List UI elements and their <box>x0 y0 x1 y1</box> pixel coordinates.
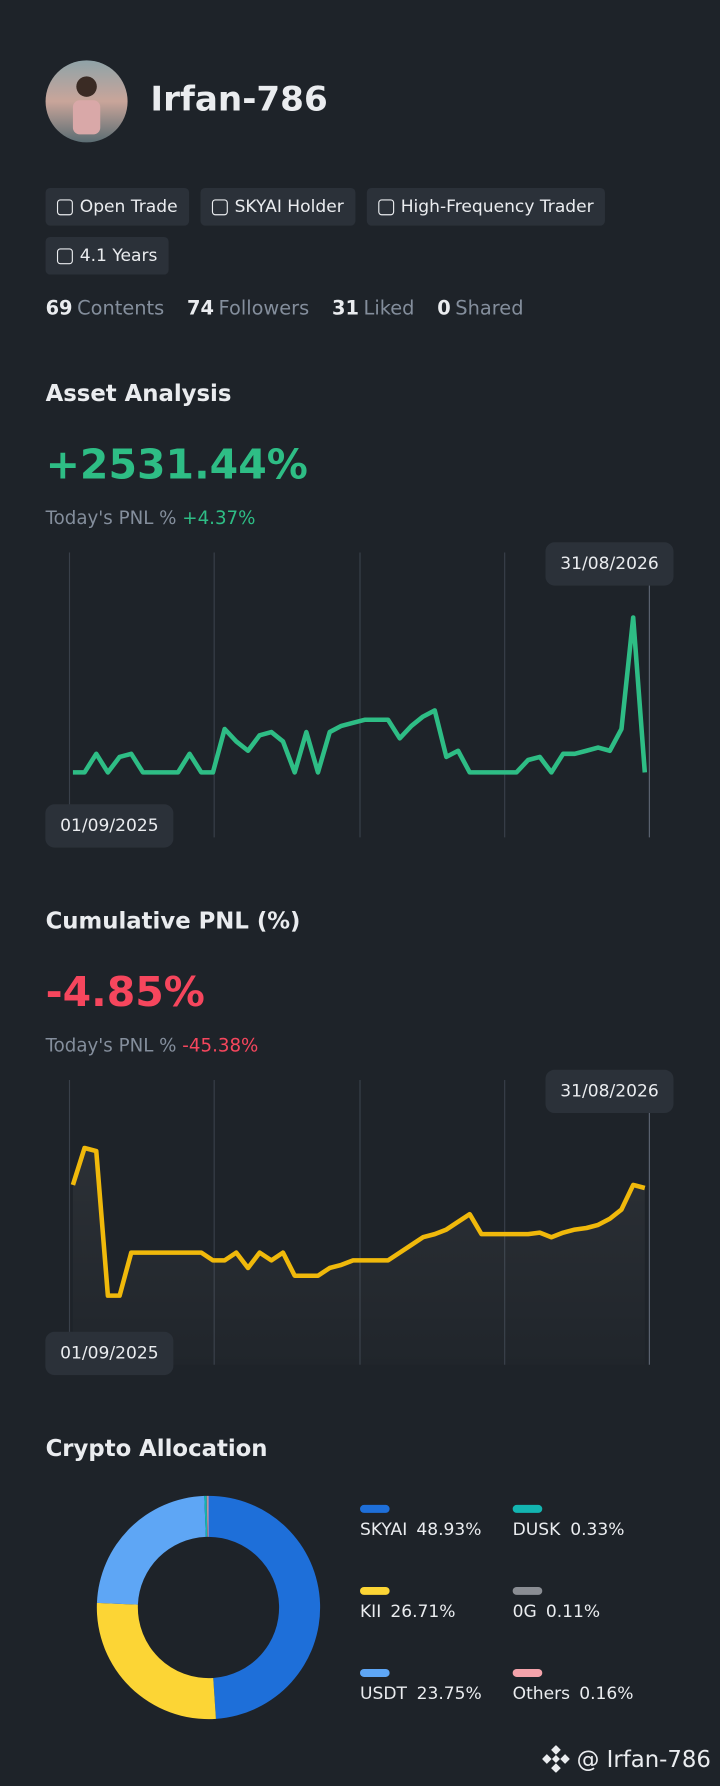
today-label: Today's PNL % <box>45 1034 177 1057</box>
donut-slice <box>96 1602 216 1720</box>
area <box>72 1148 645 1365</box>
headline-value: -4.85% <box>45 969 205 1017</box>
donut-slice <box>206 1495 208 1537</box>
legend-value: 0.16% <box>579 1684 633 1704</box>
today-label: Today's PNL % <box>45 506 177 529</box>
donut-slice <box>207 1495 209 1537</box>
tag-text: SKYAI Holder <box>234 195 344 217</box>
legend-label: DUSK <box>513 1520 561 1540</box>
tag-text: 4.1 Years <box>79 244 158 266</box>
legend-value: 0.33% <box>570 1520 624 1540</box>
legend-value: 26.71% <box>390 1602 455 1622</box>
legend-label: 0G <box>513 1602 537 1622</box>
legend-value: 0.11% <box>546 1602 600 1622</box>
tag-text: Open Trade <box>79 195 178 217</box>
user-name: Irfan-786 <box>150 79 328 120</box>
date-label: 31/08/2026 <box>560 554 658 574</box>
tag-list: Open Trade SKYAI Holder High-Frequency Tra… <box>45 187 638 275</box>
section-title: Crypto Allocation <box>45 1434 268 1462</box>
legend-value: 23.75% <box>417 1684 482 1704</box>
legend-label: KII <box>360 1602 381 1622</box>
legend-label: Others <box>513 1684 570 1704</box>
section-title: Cumulative PNL (%) <box>45 906 301 935</box>
tag[interactable]: High-Frequency Trader <box>366 187 606 226</box>
tag-text: High-Frequency Trader <box>400 195 594 217</box>
stat-label: Followers <box>218 297 310 321</box>
footer-handle: @ Irfan-786 <box>576 1745 711 1773</box>
today-value: -45.38% <box>182 1034 259 1057</box>
logo <box>542 1745 570 1773</box>
today-value: +4.37% <box>182 506 256 529</box>
tag-icon <box>56 247 73 264</box>
headline-value: +2531.44% <box>45 442 308 489</box>
date-label: 01/09/2025 <box>60 816 158 836</box>
section-title: Asset Analysis <box>45 379 232 407</box>
stat-label: Contents <box>77 297 165 321</box>
line <box>70 1145 646 1298</box>
legend-label: USDT <box>360 1684 407 1704</box>
tag-icon <box>211 198 228 215</box>
donut-slice <box>204 1495 208 1537</box>
stat-count: 0 <box>437 297 451 321</box>
legend-swatch <box>359 1504 390 1513</box>
tag[interactable]: SKYAI Holder <box>200 187 356 226</box>
legend-swatch <box>359 1668 390 1677</box>
stat-count: 31 <box>332 297 360 321</box>
date-pill <box>545 542 674 586</box>
stats: 69 Contents 74 Followers 31 Liked 0 Shared <box>46 297 524 320</box>
tag-icon <box>56 198 73 215</box>
legend-swatch <box>512 1586 543 1595</box>
stat-count: 74 <box>186 297 214 321</box>
date-pill <box>45 804 174 848</box>
date-label: 31/08/2026 <box>560 1081 658 1101</box>
stat[interactable]: 31 Liked <box>332 297 414 320</box>
legend-value: 48.93% <box>416 1520 481 1540</box>
date-label: 01/09/2025 <box>60 1343 158 1363</box>
tag-icon <box>377 198 394 215</box>
date-pill <box>45 1331 174 1376</box>
tag[interactable]: 4.1 Years <box>45 236 169 275</box>
today-pnl: Today's PNL % -45.38% <box>46 1034 259 1056</box>
stat[interactable]: 69 Contents <box>46 297 165 320</box>
stat[interactable]: 0 Shared <box>437 297 523 320</box>
legend-label: SKYAI <box>360 1520 407 1540</box>
today-pnl: Today's PNL % +4.37% <box>46 507 256 529</box>
stat-label: Shared <box>455 297 524 321</box>
date-pill <box>545 1069 674 1114</box>
tag[interactable]: Open Trade <box>45 187 190 226</box>
stat-count: 69 <box>45 297 73 321</box>
line <box>72 615 648 775</box>
legend-swatch <box>512 1668 543 1677</box>
avatar-body <box>72 100 101 135</box>
avatar-head <box>76 76 97 97</box>
footer: @ Irfan-786 <box>542 1745 711 1773</box>
stat[interactable]: 74 Followers <box>187 297 309 320</box>
donut-slice <box>96 1495 206 1605</box>
stat-label: Liked <box>363 297 415 321</box>
legend-swatch <box>359 1586 390 1595</box>
legend-swatch <box>512 1504 543 1513</box>
donut-slice <box>208 1495 321 1719</box>
